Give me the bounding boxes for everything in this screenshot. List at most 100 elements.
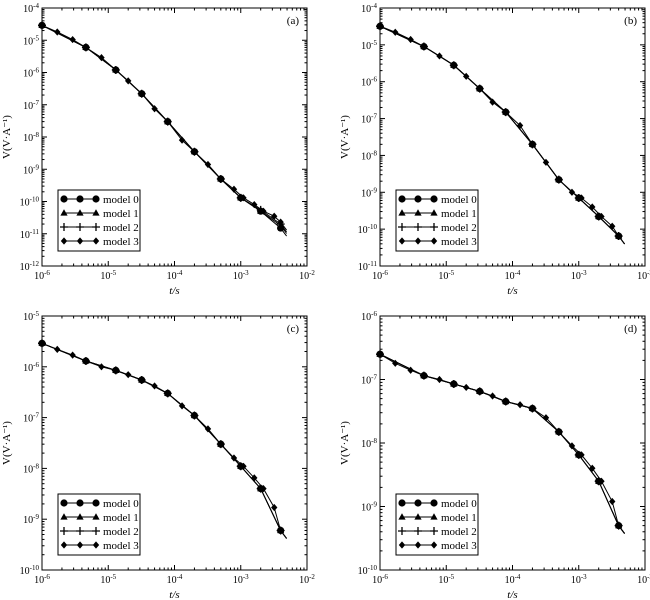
data-point — [230, 185, 238, 193]
chart-panel: 10-6 10-5 10-4 10-3 10-2 10-11 10-10 10-9 10-8 10… — [339, 2, 650, 297]
data-point — [578, 194, 585, 202]
chart-panel: 10-6 10-5 10-4 10-3 10-2 10-10 10-9 10-8 10-7 10-… — [1, 310, 315, 600]
legend: model 0 model 1 model 2 model 3 — [57, 189, 141, 252]
data-point — [251, 201, 258, 209]
legend-marker — [92, 541, 100, 549]
x-tick-label: 10-6 — [34, 573, 50, 586]
data-point — [462, 383, 470, 392]
legend-marker — [430, 209, 438, 216]
data-point — [217, 175, 225, 183]
y-tick-label: 10-8 — [361, 149, 377, 162]
panel-tag: (d) — [624, 323, 637, 335]
y-tick-label: 10-9 — [23, 513, 39, 526]
x-tick-label: 10-4 — [167, 269, 183, 282]
data-point — [260, 485, 267, 493]
data-point — [516, 121, 524, 130]
data-point — [529, 404, 536, 413]
legend-marker — [92, 237, 100, 245]
legend-marker — [430, 195, 438, 203]
y-tick-label: 10-7 — [23, 412, 39, 425]
legend-marker — [60, 223, 68, 231]
data-point — [542, 414, 550, 422]
legend-marker — [92, 527, 100, 535]
y-tick-label: 10-12 — [20, 260, 40, 273]
data-point — [164, 118, 171, 126]
data-point — [98, 53, 105, 62]
data-point — [450, 380, 457, 388]
legend-label: model 2 — [103, 526, 139, 538]
data-point — [204, 425, 212, 433]
data-point — [578, 451, 585, 459]
data-point — [82, 43, 90, 52]
x-axis-label: t/s — [169, 589, 179, 600]
data-point — [151, 105, 158, 113]
data-point — [124, 77, 132, 85]
data-point — [217, 440, 225, 448]
y-tick-label: 10-8 — [23, 131, 39, 144]
legend-marker — [398, 527, 406, 535]
data-point — [529, 140, 536, 148]
y-tick-label: 10-11 — [358, 260, 378, 273]
legend-marker — [414, 499, 422, 507]
data-point — [407, 366, 414, 374]
data-point — [420, 42, 428, 51]
legend-marker — [76, 209, 84, 216]
legend-marker — [76, 499, 84, 507]
panel-tag: (a) — [287, 15, 300, 27]
legend-label: model 0 — [103, 498, 139, 510]
y-tick-label: 10-10 — [358, 223, 378, 236]
y-tick-label: 10-5 — [23, 310, 39, 323]
legend-label: model 3 — [441, 540, 477, 552]
y-tick-label: 10-7 — [361, 113, 377, 126]
data-point — [420, 372, 428, 380]
legend-marker — [414, 195, 422, 203]
legend-marker — [414, 223, 422, 231]
data-point — [38, 21, 46, 29]
legend-label: model 3 — [441, 236, 477, 248]
legend-label: model 1 — [103, 512, 139, 524]
y-tick-label: 10-9 — [23, 163, 39, 176]
data-point — [589, 464, 596, 472]
data-point — [436, 52, 443, 60]
data-point — [450, 61, 457, 69]
legend-marker — [398, 513, 406, 520]
data-point — [568, 188, 576, 196]
x-tick-label: 10-5 — [438, 269, 454, 282]
legend-marker — [414, 513, 422, 520]
legend-marker — [92, 195, 100, 203]
data-point — [615, 522, 622, 530]
data-point — [489, 98, 496, 106]
data-point — [476, 387, 483, 395]
y-tick-label: 10-10 — [20, 196, 40, 209]
data-point — [138, 90, 145, 98]
data-point — [240, 462, 247, 470]
panel-tag: (c) — [287, 323, 300, 335]
data-point — [376, 350, 384, 358]
y-tick-label: 10-4 — [23, 2, 39, 15]
legend-marker — [60, 527, 68, 535]
data-point — [38, 339, 46, 347]
legend-marker — [76, 195, 84, 203]
y-tick-label: 10-9 — [361, 186, 377, 199]
x-axis-label: t/s — [169, 285, 179, 297]
data-point — [392, 359, 399, 367]
legend-marker — [414, 237, 422, 245]
legend-label: model 1 — [441, 512, 477, 524]
data-point — [277, 526, 284, 535]
legend-marker — [60, 499, 68, 507]
series-model-3 — [38, 339, 287, 539]
x-tick-label: 10-4 — [505, 269, 521, 282]
legend: model 0 model 1 model 2 model 3 — [395, 493, 479, 556]
y-tick-label: 10-10 — [20, 564, 40, 577]
y-tick-label: 10-6 — [23, 67, 39, 80]
legend-label: model 0 — [441, 498, 477, 510]
data-point — [542, 158, 550, 166]
legend-marker — [430, 223, 438, 231]
y-tick-label: 10-8 — [23, 462, 39, 475]
legend-marker — [430, 499, 438, 507]
data-point — [112, 66, 119, 74]
data-point — [277, 218, 284, 226]
series-model-3 — [376, 350, 625, 534]
y-axis-label: V(V·A⁻¹) — [339, 115, 351, 159]
legend-label: model 1 — [441, 208, 477, 220]
